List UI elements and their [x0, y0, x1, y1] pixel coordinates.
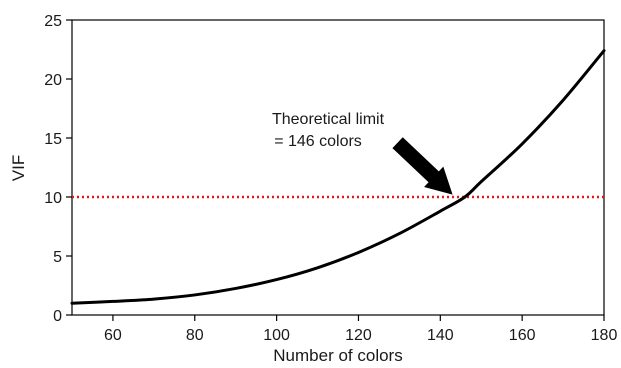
y-tick-label: 5	[53, 249, 62, 266]
x-tick-label: 180	[591, 327, 618, 344]
x-tick-label: 140	[427, 327, 454, 344]
x-tick-label: 100	[263, 327, 290, 344]
x-tick-label: 120	[345, 327, 372, 344]
annotation-arrow	[392, 137, 453, 195]
annotation-line1: Theoretical limit	[272, 111, 385, 128]
y-tick-label: 10	[44, 190, 62, 207]
y-tick-label: 0	[53, 308, 62, 325]
series-line-vif	[70, 49, 606, 305]
y-tick-label: 25	[44, 13, 62, 30]
y-axis-ticks: 0 5 10 15 20 25	[44, 13, 72, 325]
x-axis-ticks: 60 80 100 120 140 160 180	[104, 315, 617, 344]
x-tick-label: 60	[104, 327, 122, 344]
x-tick-label: 80	[186, 327, 204, 344]
y-tick-label: 15	[44, 131, 62, 148]
annotation-line2: = 146 colors	[274, 133, 362, 150]
plot-frame	[71, 19, 605, 316]
y-tick-label: 20	[44, 72, 62, 89]
x-axis-label: Number of colors	[273, 346, 402, 365]
y-axis-label: VIF	[9, 155, 28, 181]
x-tick-label: 160	[509, 327, 536, 344]
